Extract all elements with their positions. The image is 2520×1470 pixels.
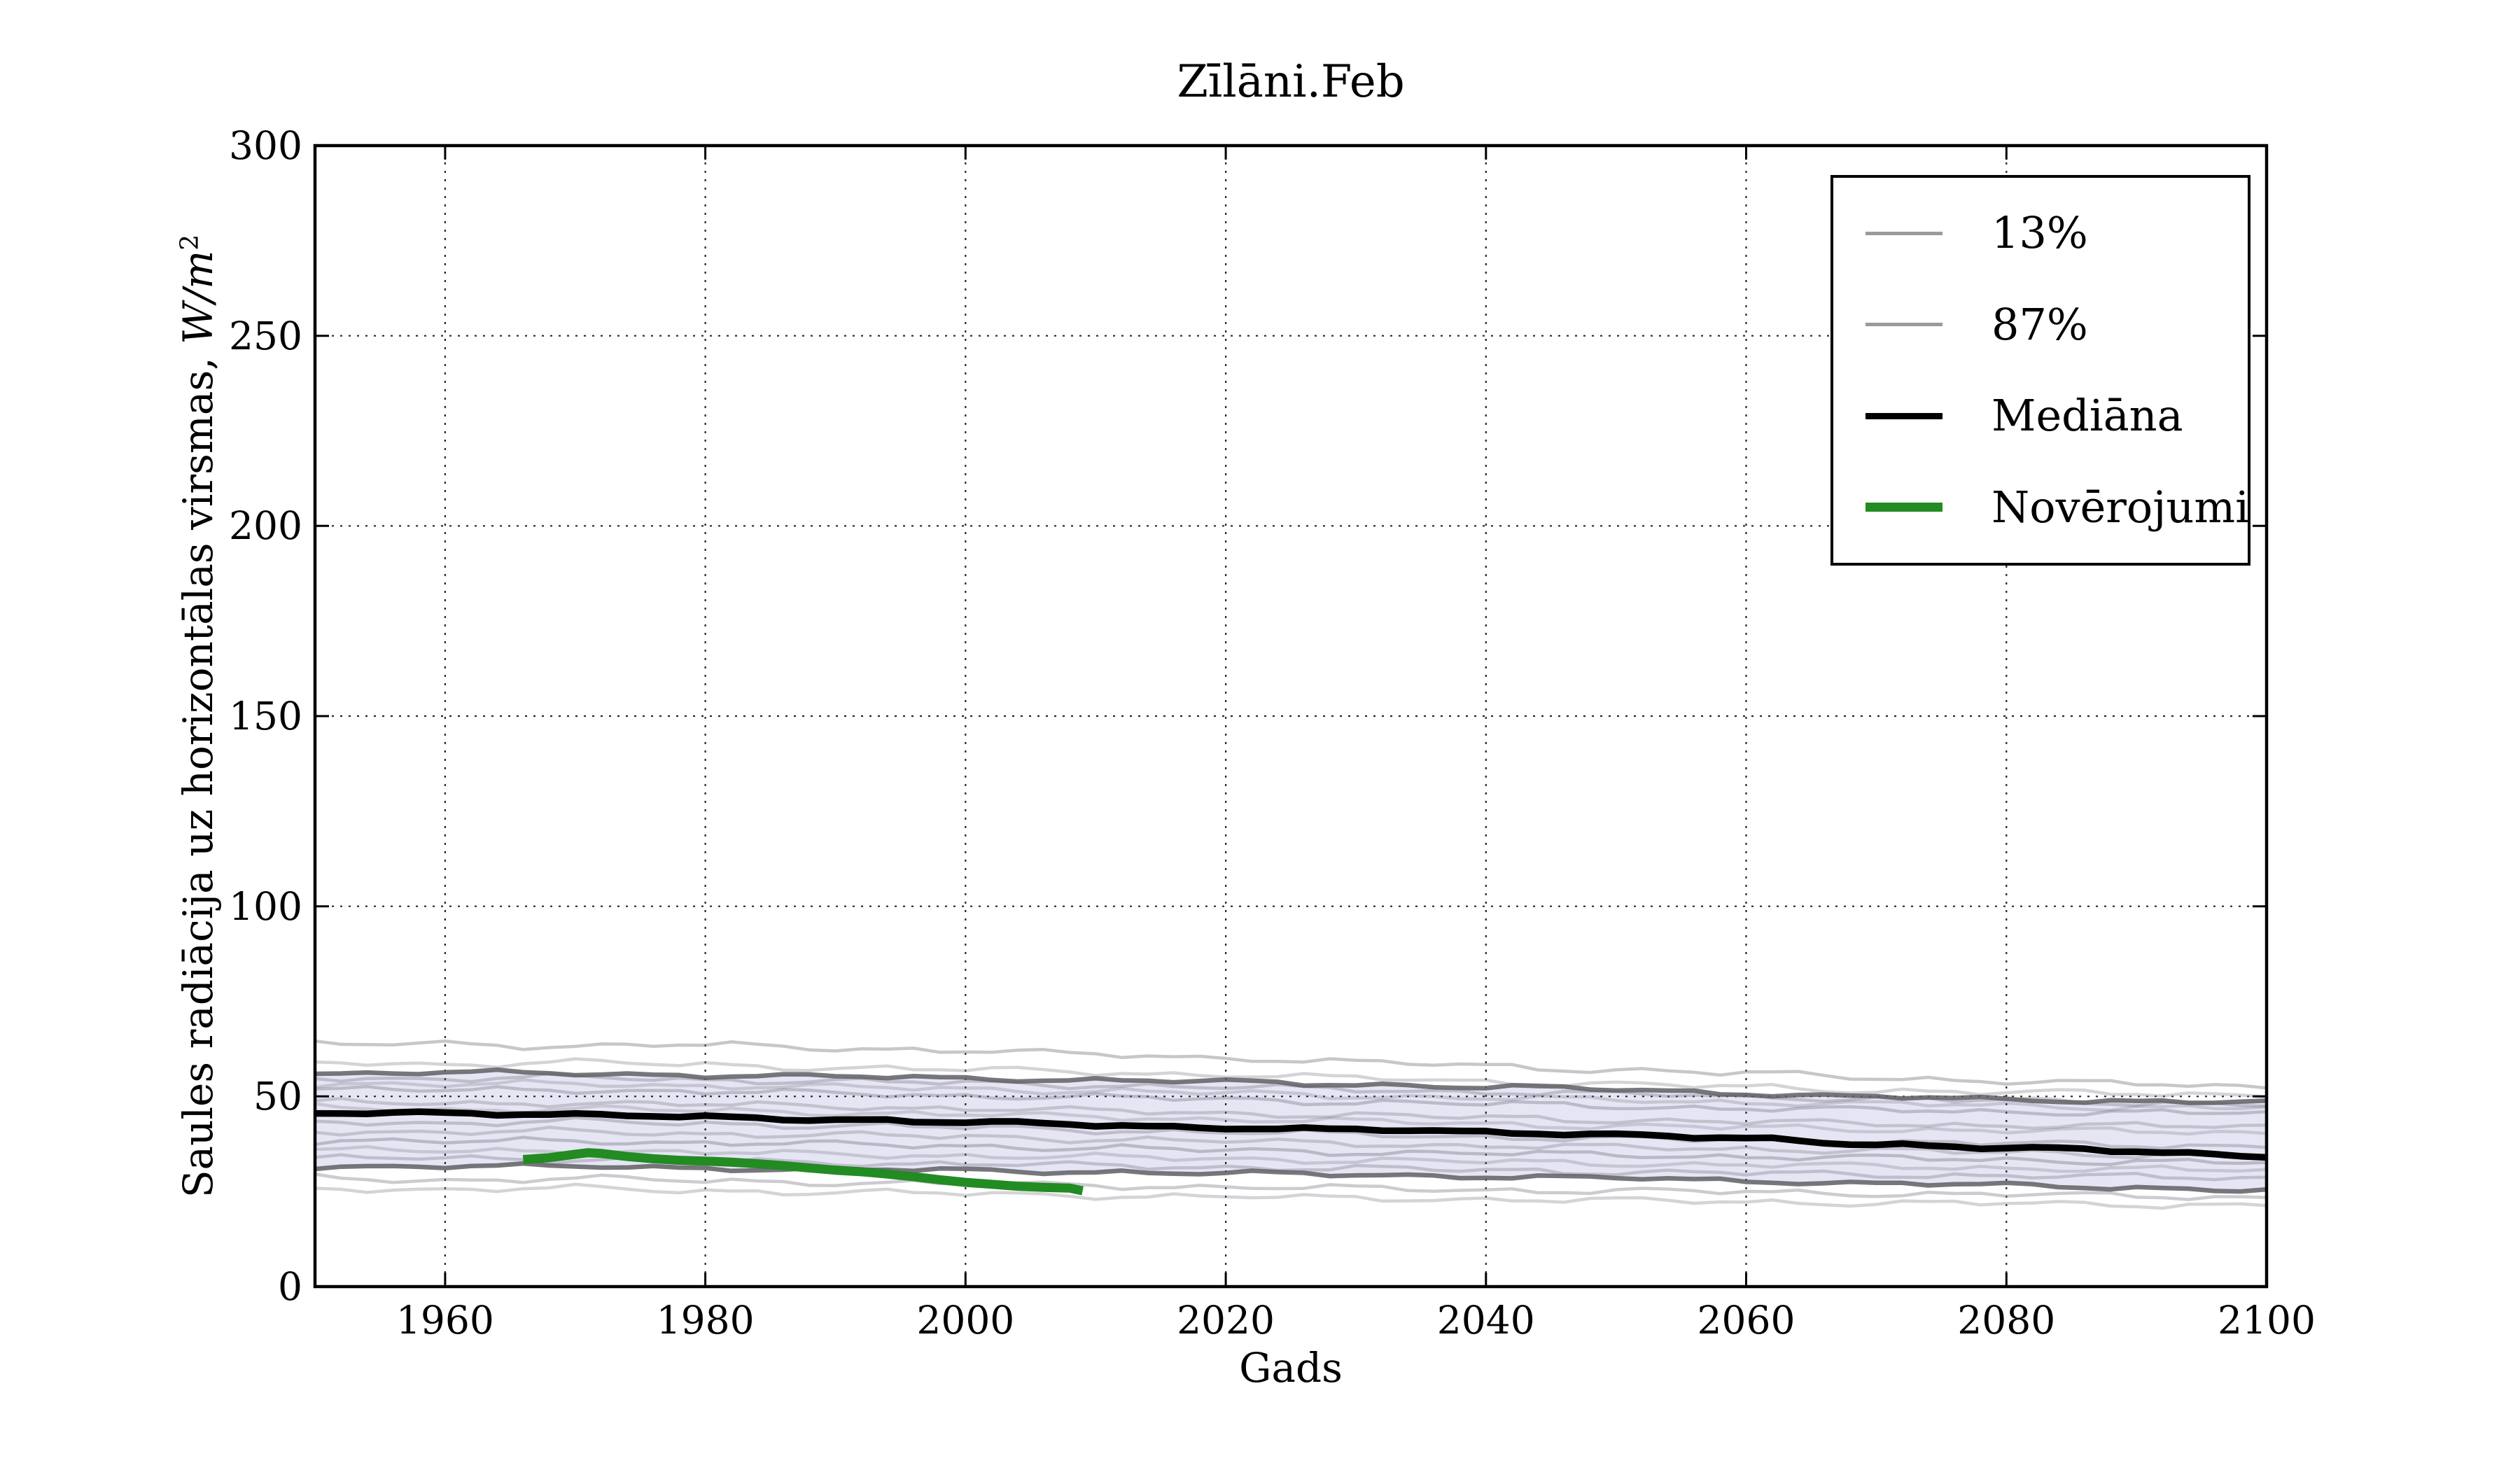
legend-item-13pct: 13%: [1865, 210, 2241, 256]
legend-line-sample-observations: [1865, 503, 1942, 512]
y-tick-label: 200: [229, 503, 302, 549]
x-tick-label: 2000: [916, 1298, 1015, 1343]
legend-item-observations: Novērojumi: [1865, 484, 2249, 531]
y-tick-label: 100: [229, 883, 302, 929]
x-tick-label: 2100: [2218, 1298, 2316, 1343]
y-tick-label: 300: [229, 123, 302, 168]
legend-line-sample-13pct: [1865, 231, 1942, 235]
y-axis-unit-exponent: 2: [175, 234, 204, 251]
x-tick-label: 1960: [396, 1298, 494, 1343]
x-tick-label: 2060: [1697, 1298, 1795, 1343]
x-tick-label: 2040: [1436, 1298, 1535, 1343]
legend: 13% 87% Mediāna Novērojumi: [1830, 175, 2250, 566]
legend-label: 87%: [1991, 298, 2088, 350]
x-tick-label: 2080: [1957, 1298, 2056, 1343]
legend-line-sample-87pct: [1865, 323, 1942, 327]
x-axis-label: Gads: [1239, 1344, 1343, 1392]
legend-item-median: Mediāna: [1865, 393, 2241, 439]
x-tick-label: 2020: [1177, 1298, 1275, 1343]
legend-line-sample-median: [1865, 412, 1942, 419]
legend-item-87pct: 87%: [1865, 298, 2241, 350]
legend-label: 13%: [1991, 207, 2088, 259]
x-tick-label: 1980: [656, 1298, 755, 1343]
legend-label: Novērojumi: [1991, 481, 2250, 533]
y-tick-label: 150: [229, 694, 302, 738]
legend-label: Mediāna: [1991, 390, 2183, 442]
y-tick-label: 250: [229, 313, 302, 358]
chart-title: Zīlāni.Feb: [1177, 56, 1405, 108]
y-tick-label: 0: [278, 1264, 302, 1309]
y-tick-label: 50: [253, 1074, 302, 1119]
